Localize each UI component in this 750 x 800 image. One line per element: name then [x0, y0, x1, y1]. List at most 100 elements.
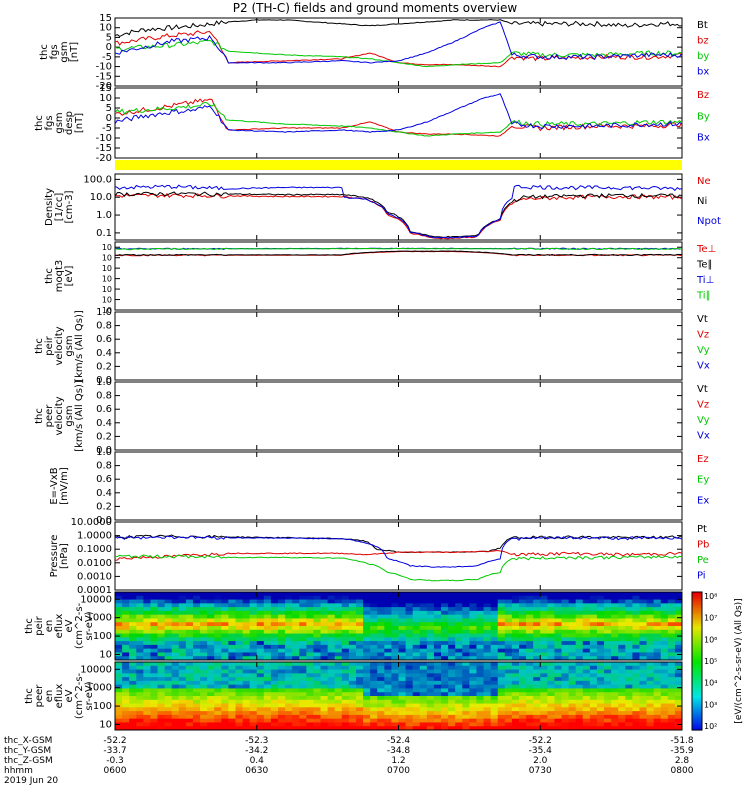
spectrogram-cell	[355, 680, 364, 686]
spectrogram-cell	[448, 665, 456, 671]
spectrogram-cell	[313, 714, 322, 720]
spectrogram-cell	[207, 610, 215, 616]
spectrogram-cell	[214, 622, 222, 627]
spectrogram-cell	[412, 622, 421, 627]
spectrogram-cell	[469, 603, 477, 608]
spectrogram-cell	[129, 614, 137, 619]
spectrogram-cell	[398, 718, 407, 723]
spectrogram-cell	[249, 692, 258, 697]
spectrogram-cell	[419, 599, 428, 604]
spectrogram-cell	[221, 711, 229, 716]
spectrogram-cell	[497, 599, 506, 604]
spectrogram-cell	[221, 692, 229, 697]
spectrogram-cell	[306, 595, 314, 601]
spectrogram-cell	[518, 699, 527, 705]
spectrogram-cell	[604, 688, 612, 693]
spectrogram-cell	[192, 692, 201, 697]
spectrogram-cell	[667, 680, 676, 686]
spectrogram-cell	[582, 618, 591, 623]
spectrogram-cell	[639, 644, 648, 650]
spectrogram-cell	[533, 641, 541, 646]
spectrogram-cell	[377, 610, 385, 616]
spectrogram-cell	[320, 603, 329, 608]
spectrogram-cell	[511, 592, 520, 597]
spectrogram-cell	[157, 703, 166, 708]
spectrogram-cell	[518, 656, 527, 661]
spectrogram-cell	[441, 714, 449, 720]
spectrogram-cell	[476, 718, 485, 723]
spectrogram-cell	[504, 680, 513, 686]
spectrogram-cell	[632, 629, 640, 635]
spectrogram-cell	[618, 722, 626, 727]
spectrogram-cell	[526, 688, 534, 693]
spectrogram-cell	[582, 637, 591, 642]
spectrogram-cell	[136, 599, 144, 604]
spectrogram-cell	[363, 714, 371, 720]
spectrogram-cell	[639, 707, 648, 712]
spectrogram-cell	[575, 722, 584, 727]
spectrogram-cell	[384, 641, 392, 646]
spectrogram-cell	[632, 603, 640, 608]
spectrogram-cell	[115, 673, 123, 678]
spectrogram-cell	[412, 688, 421, 693]
spectrogram-cell	[348, 644, 357, 650]
y-tick-label: 0.8	[96, 461, 112, 472]
spectrogram-cell	[200, 656, 208, 661]
spectrogram-cell	[674, 718, 683, 723]
spectrogram-cell	[540, 673, 548, 678]
spectrogram-cell	[462, 641, 470, 646]
spectrogram-cell	[192, 662, 201, 667]
spectrogram-cell	[561, 603, 570, 608]
y-tick-label: -20	[96, 81, 112, 92]
series-line-Pi	[114, 535, 683, 568]
spectrogram-cell	[518, 599, 527, 604]
spectrogram-cell	[419, 648, 428, 653]
spectrogram-cell	[313, 633, 322, 638]
spectrogram-cell	[313, 592, 322, 597]
spectrogram-cell	[455, 622, 463, 627]
spectrogram-cell	[497, 669, 506, 674]
spectrogram-cell	[143, 614, 151, 619]
spectrogram-cell	[483, 692, 492, 697]
spectrogram-cell	[611, 714, 619, 720]
spectrogram-cell	[185, 718, 194, 723]
spectrogram-cell	[441, 622, 449, 627]
spectrogram-cell	[604, 626, 612, 631]
spectrogram-cell	[589, 610, 598, 616]
spectrogram-cell	[667, 665, 676, 671]
spectrogram-cell	[625, 592, 633, 597]
spectrogram-cell	[653, 607, 662, 612]
spectrogram-cell	[653, 626, 662, 631]
spectrogram-cell	[136, 665, 144, 671]
spectrogram-cell	[285, 718, 293, 723]
spectrogram-cell	[674, 677, 683, 682]
spectrogram-cell	[334, 707, 343, 712]
spectrogram-cell	[575, 680, 584, 686]
colorbar-cell	[692, 674, 702, 678]
spectrogram-cell	[143, 677, 151, 682]
spectrogram-cell	[278, 726, 286, 731]
spectrogram-cell	[270, 684, 279, 689]
spectrogram-cell	[278, 699, 286, 705]
spectrogram-cell	[568, 599, 577, 604]
spectrogram-cell	[292, 644, 300, 650]
legend-label: Pb	[697, 540, 709, 551]
spectrogram-cell	[221, 677, 229, 682]
spectrogram-cell	[433, 692, 442, 697]
spectrogram-cell	[419, 662, 428, 667]
spectrogram-cell	[497, 622, 506, 627]
spectrogram-cell	[667, 714, 676, 720]
colorbar-cell	[692, 663, 702, 667]
spectrogram-cell	[490, 599, 499, 604]
spectrogram-cell	[200, 644, 208, 650]
spectrogram-cell	[561, 703, 570, 708]
spectrogram-cell	[292, 599, 300, 604]
spectrogram-cell	[462, 696, 470, 701]
spectrogram-cell	[596, 669, 605, 674]
spectrogram-cell	[157, 652, 166, 657]
spectrogram-cell	[313, 622, 322, 627]
spectrogram-cell	[639, 680, 648, 686]
spectrogram-cell	[582, 714, 591, 720]
spectrogram-cell	[632, 677, 640, 682]
spectrogram-cell	[632, 711, 640, 716]
